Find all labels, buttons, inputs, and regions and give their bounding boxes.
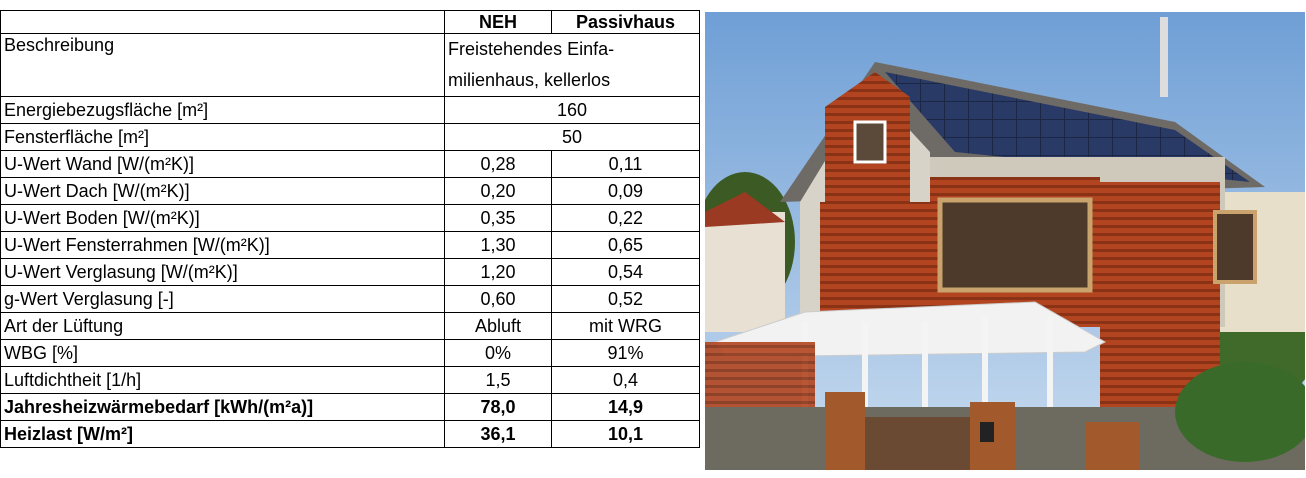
value-cell: 0,60 [444, 285, 552, 313]
value-cell: 0,4 [551, 366, 700, 394]
table-row: Energiebezugsfläche [m²] 160 [0, 96, 700, 124]
value-cell: 0,11 [551, 150, 700, 178]
value-cell: 0,35 [444, 204, 552, 232]
table-row: g-Wert Verglasung [-] 0,60 0,52 [0, 285, 700, 313]
value-cell: 0,54 [551, 258, 700, 286]
value-cell: 0,20 [444, 177, 552, 205]
merged-cell: 50 [444, 123, 700, 151]
value-cell: 0,28 [444, 150, 552, 178]
table-row: U-Wert Dach [W/(m²K)] 0,20 0,09 [0, 177, 700, 205]
value-cell: Abluft [444, 312, 552, 340]
row-label: Heizlast [W/m²] [0, 420, 445, 448]
row-label: Energiebezugsfläche [m²] [0, 96, 445, 124]
table-row: Luftdichtheit [1/h] 1,5 0,4 [0, 366, 700, 394]
table-row: U-Wert Fensterrahmen [W/(m²K)] 1,30 0,65 [0, 231, 700, 259]
value-cell: 91% [551, 339, 700, 367]
value-cell: 0,09 [551, 177, 700, 205]
value-cell: 1,30 [444, 231, 552, 259]
row-label: Fensterfläche [m²] [0, 123, 445, 151]
value-cell: 78,0 [444, 393, 552, 421]
row-label: Art der Lüftung [0, 312, 445, 340]
value-cell: 36,1 [444, 420, 552, 448]
value-cell: 0% [444, 339, 552, 367]
header-empty [0, 10, 445, 34]
header-cell: NEH [444, 10, 552, 34]
data-table: NEH Passivhaus Beschreibung Freistehendes … [0, 10, 700, 448]
row-label: U-Wert Wand [W/(m²K)] [0, 150, 445, 178]
header-cell: Passivhaus [551, 10, 700, 34]
value-cell: 10,1 [551, 420, 700, 448]
value-cell: 14,9 [551, 393, 700, 421]
merged-cell: Freistehendes Einfa-milienhaus, kellerlo… [444, 33, 700, 97]
row-label: U-Wert Fensterrahmen [W/(m²K)] [0, 231, 445, 259]
table-row: Art der Lüftung Abluft mit WRG [0, 312, 700, 340]
value-cell: 0,65 [551, 231, 700, 259]
row-label: Jahresheizwärmebedarf [kWh/(m²a)] [0, 393, 445, 421]
table-row: Fensterfläche [m²] 50 [0, 123, 700, 151]
value-cell: 0,52 [551, 285, 700, 313]
house-photo [705, 12, 1305, 470]
row-label: U-Wert Dach [W/(m²K)] [0, 177, 445, 205]
merged-cell: 160 [444, 96, 700, 124]
value-cell: mit WRG [551, 312, 700, 340]
value-cell: 0,22 [551, 204, 700, 232]
table-row: U-Wert Boden [W/(m²K)] 0,35 0,22 [0, 204, 700, 232]
table-row: U-Wert Verglasung [W/(m²K)] 1,20 0,54 [0, 258, 700, 286]
row-label: g-Wert Verglasung [-] [0, 285, 445, 313]
cell-line: Freistehendes Einfa- [448, 39, 615, 59]
table-row: Heizlast [W/m²] 36,1 10,1 [0, 420, 700, 448]
row-label: Beschreibung [0, 33, 445, 97]
row-label: WBG [%] [0, 339, 445, 367]
row-label: U-Wert Verglasung [W/(m²K)] [0, 258, 445, 286]
table-row: WBG [%] 0% 91% [0, 339, 700, 367]
table-row: U-Wert Wand [W/(m²K)] 0,28 0,11 [0, 150, 700, 178]
row-label: U-Wert Boden [W/(m²K)] [0, 204, 445, 232]
cell-line: milienhaus, kellerlos [448, 70, 611, 90]
row-label: Luftdichtheit [1/h] [0, 366, 445, 394]
table-row: Jahresheizwärmebedarf [kWh/(m²a)] 78,0 14,… [0, 393, 700, 421]
value-cell: 1,5 [444, 366, 552, 394]
table-row: Beschreibung Freistehendes Einfa-milienha… [0, 33, 700, 97]
header-row: NEH Passivhaus [0, 10, 700, 34]
value-cell: 1,20 [444, 258, 552, 286]
